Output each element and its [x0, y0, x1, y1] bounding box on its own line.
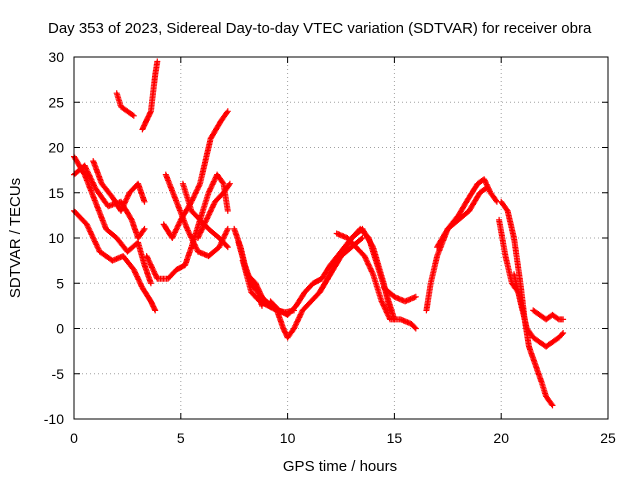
chart-title: Day 353 of 2023, Sidereal Day-to-day VTE…	[48, 20, 592, 37]
series-arc25	[530, 307, 567, 323]
data-markers	[434, 185, 490, 251]
y-tick-label: 0	[56, 321, 64, 337]
data-markers	[194, 180, 233, 241]
y-tick-label: 25	[48, 94, 64, 110]
series-arc5	[113, 90, 137, 119]
x-tick-label: 20	[493, 430, 509, 446]
series-arc6	[139, 58, 161, 133]
data-markers	[333, 230, 419, 332]
x-tick-label: 10	[280, 430, 296, 446]
series-arc4	[90, 158, 148, 214]
data-markers	[113, 90, 137, 119]
series-arc24	[511, 271, 567, 350]
series-arc20	[423, 176, 500, 314]
data-markers	[160, 108, 231, 241]
y-tick-label: -10	[44, 411, 64, 427]
series-arc8	[160, 108, 231, 241]
x-tick-label: 25	[600, 430, 616, 446]
data-markers	[511, 271, 567, 350]
x-tick-label: 5	[177, 430, 185, 446]
x-axis: 0 5 10 15 20 25	[70, 57, 616, 446]
series-arc13	[235, 239, 265, 309]
x-axis-label: GPS time / hours	[283, 458, 397, 475]
y-axis: -10 -5 0 5 10 15 20 25 30	[44, 49, 608, 427]
data-markers	[498, 198, 556, 409]
y-tick-label: 10	[48, 230, 64, 246]
data-markers	[423, 176, 500, 314]
series-arc21	[434, 185, 490, 251]
data-markers	[380, 284, 419, 305]
y-tick-label: 30	[48, 49, 64, 65]
series-arc23	[498, 198, 556, 409]
series-arc11	[194, 180, 233, 241]
series-arc17	[316, 225, 398, 323]
data-markers	[235, 239, 265, 309]
y-axis-label: SDTVAR / TECUs	[7, 178, 24, 298]
y-tick-label: 20	[48, 140, 64, 156]
series-arc19	[380, 284, 419, 305]
data-markers	[530, 307, 567, 323]
data-markers	[139, 58, 161, 133]
y-tick-label: 5	[56, 275, 64, 291]
series-arc18	[333, 230, 419, 332]
x-tick-label: 0	[70, 430, 78, 446]
data-markers	[90, 158, 148, 214]
y-tick-label: -5	[52, 366, 65, 382]
data-markers	[316, 225, 398, 323]
data-points	[71, 58, 567, 409]
y-tick-label: 15	[48, 185, 64, 201]
x-tick-label: 15	[387, 430, 403, 446]
